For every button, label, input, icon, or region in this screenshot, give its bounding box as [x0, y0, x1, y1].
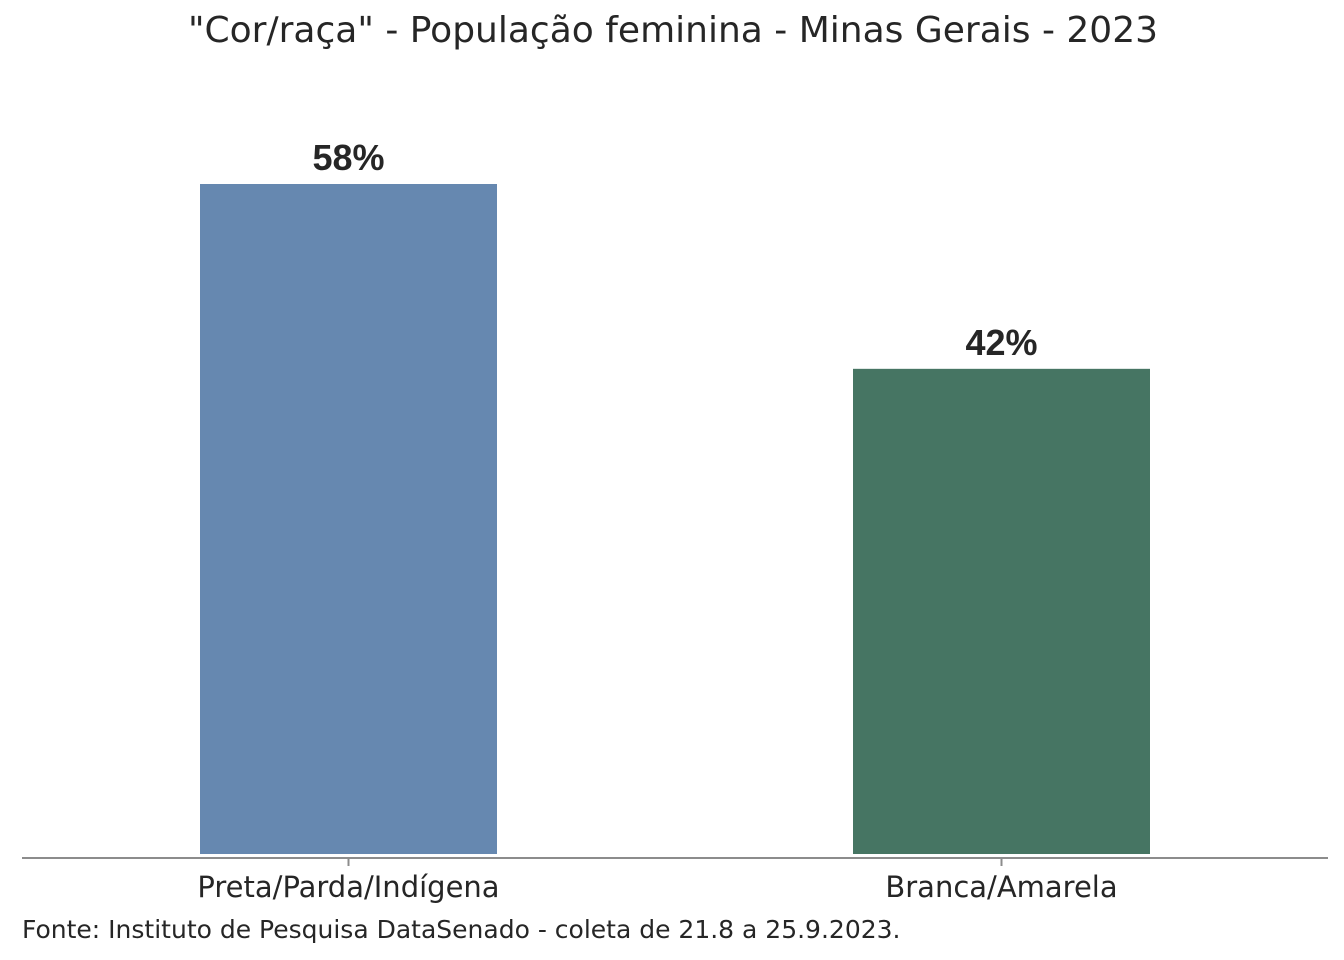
source-note: Fonte: Instituto de Pesquisa DataSenado … — [22, 915, 900, 944]
bar-1 — [853, 368, 1150, 854]
bars-layer — [200, 184, 1150, 854]
x-tick-label-0: Preta/Parda/Indígena — [197, 870, 499, 904]
x-tick-label-1: Branca/Amarela — [885, 870, 1117, 904]
bar-0 — [200, 184, 497, 854]
data-label-0: 58% — [312, 137, 384, 178]
labels-layer: 58% Preta/Parda/Indígena 42% Branca/Amarela — [197, 137, 1117, 904]
data-label-1: 42% — [965, 322, 1037, 363]
chart-title: "Cor/raça" - População feminina - Minas … — [188, 10, 1158, 51]
x-axis-ticks — [347, 858, 1003, 866]
